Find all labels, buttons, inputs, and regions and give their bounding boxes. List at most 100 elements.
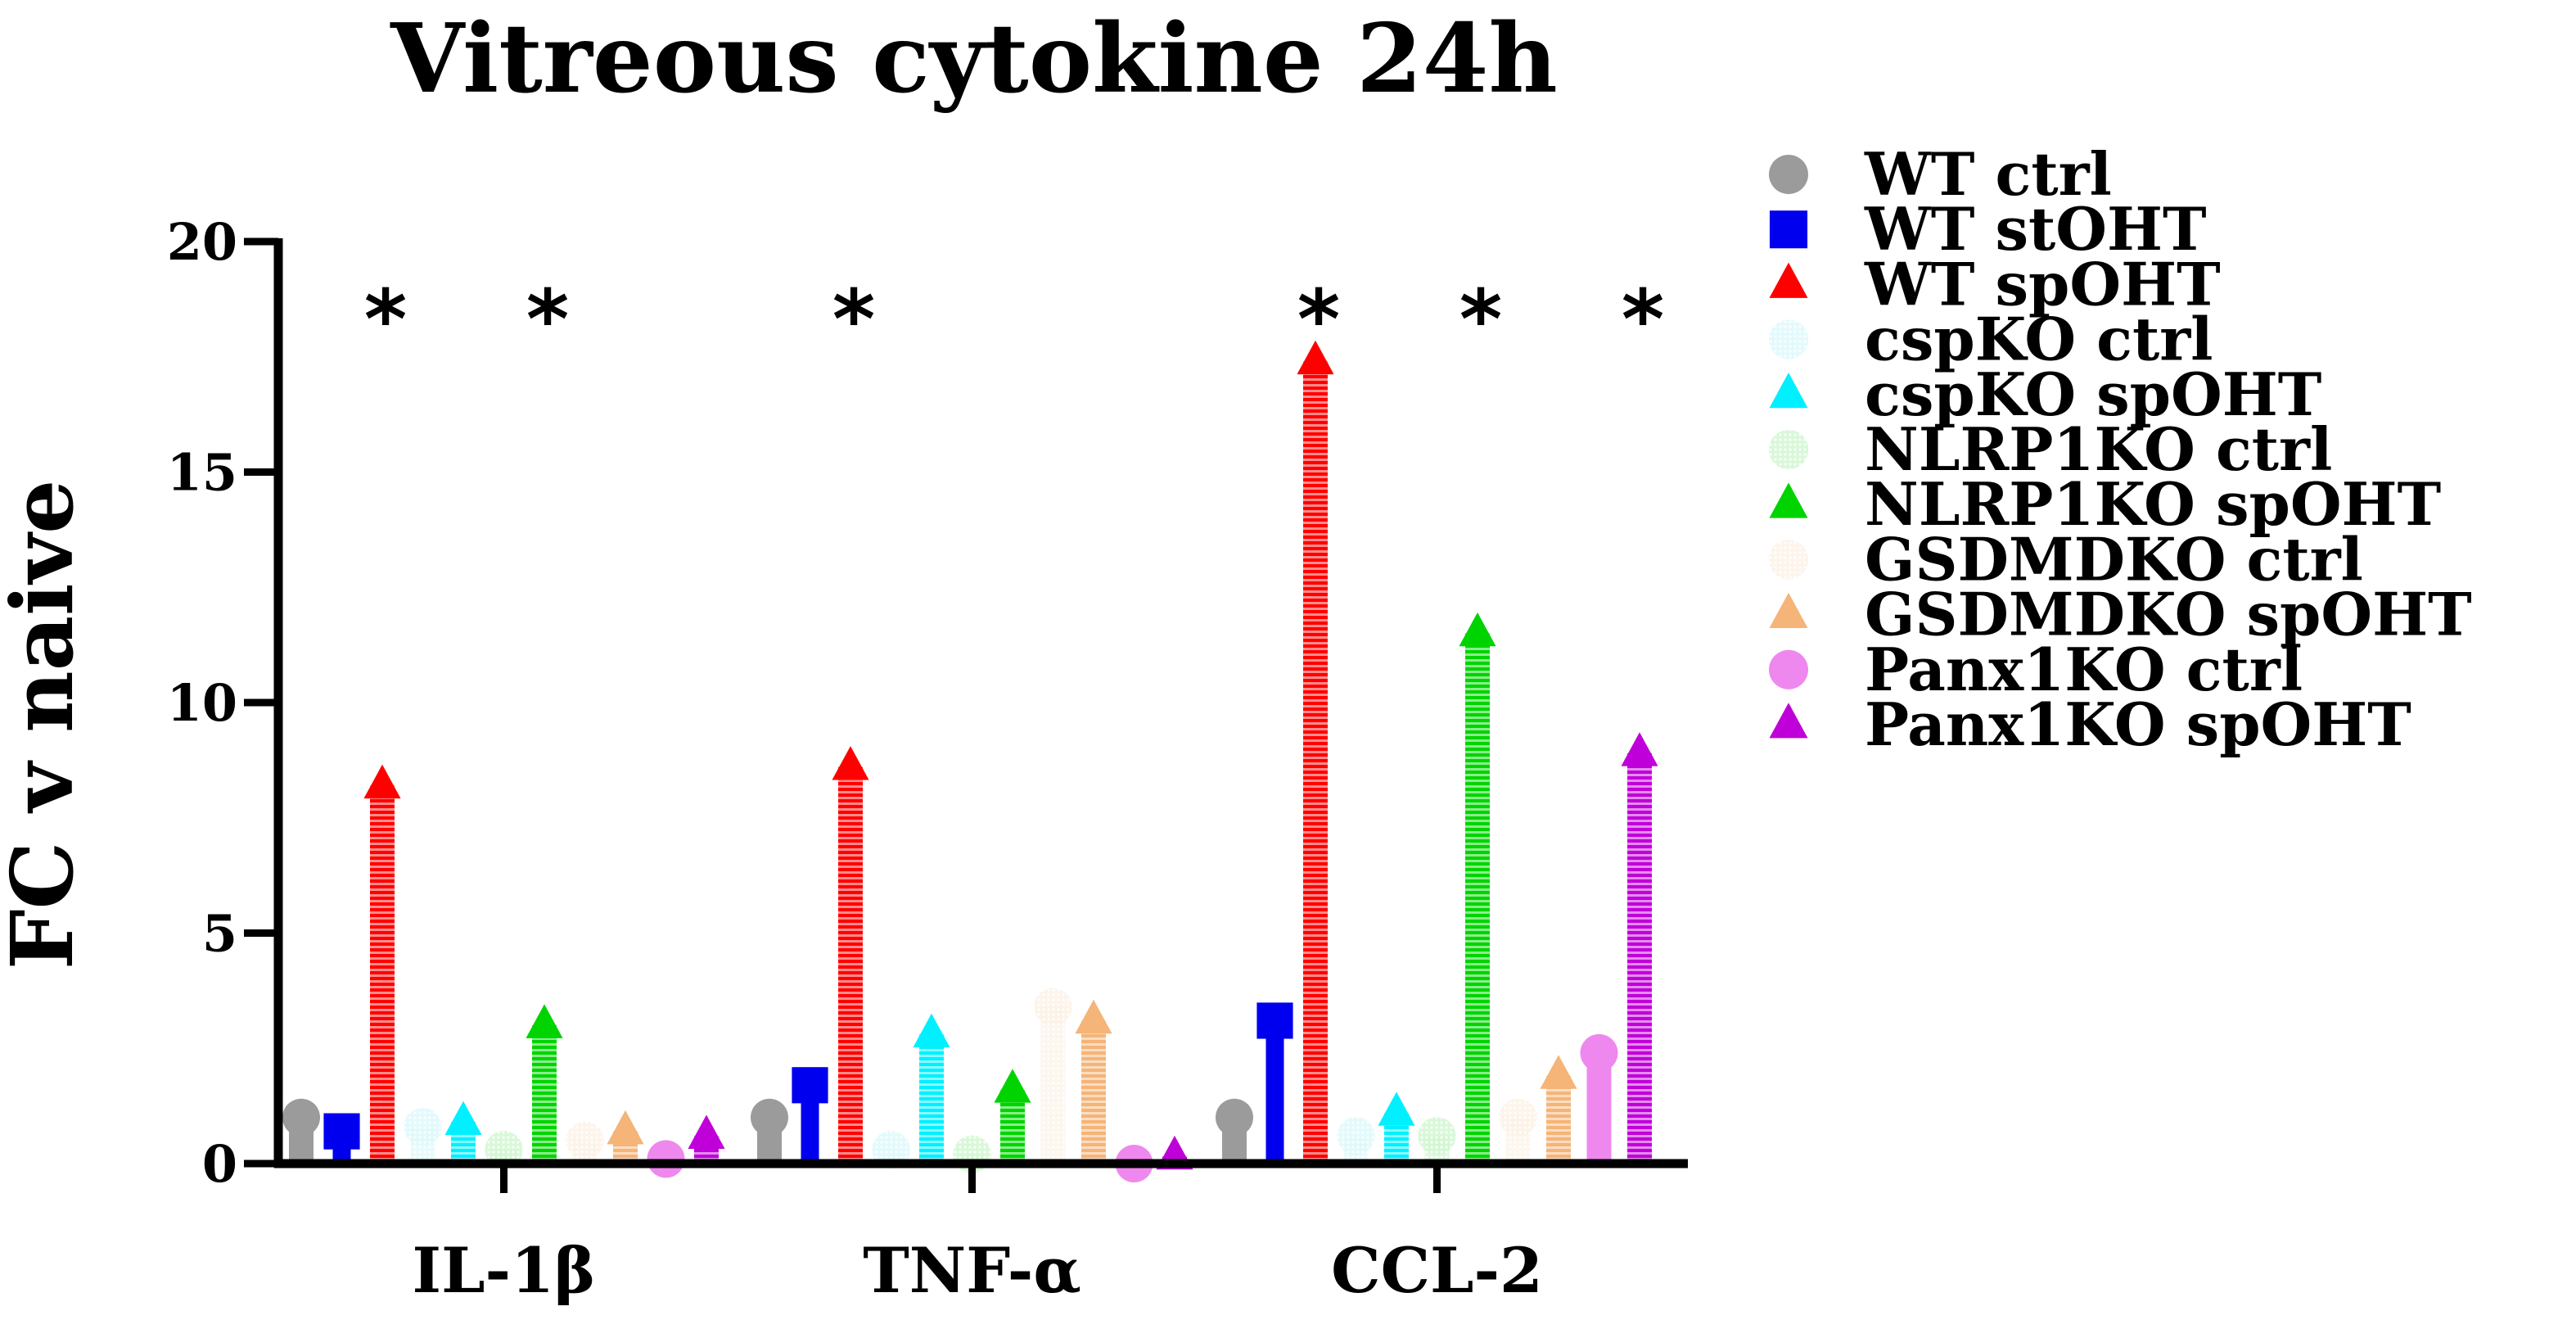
- bar-texture: [1040, 1006, 1066, 1164]
- series-cspko-spoht: [444, 1013, 1415, 1164]
- data-point: [1075, 999, 1112, 1034]
- legend-marker: [1769, 155, 1808, 194]
- y-tick-label: 10: [167, 673, 237, 733]
- data-point-texture: [404, 1107, 442, 1146]
- category-label: TNF-α: [863, 1234, 1081, 1307]
- legend-label: NLRP1KO spOHT: [1865, 469, 2441, 539]
- bar-texture: [838, 766, 863, 1164]
- legend-label: cspKO spOHT: [1865, 359, 2321, 429]
- x-categories: IL-1β TNF-α CCL-2: [413, 1164, 1543, 1307]
- legend-marker: [1769, 649, 1808, 689]
- legend-label: Panx1KO spOHT: [1865, 689, 2411, 759]
- bar-texture: [919, 1034, 944, 1164]
- data-point: [1216, 1098, 1253, 1137]
- data-point: [607, 1110, 644, 1145]
- legend-item: WT stOHT: [1769, 194, 2207, 264]
- legend-item: WT ctrl: [1769, 139, 2112, 209]
- significance-star: *: [832, 272, 875, 368]
- data-point: [526, 1004, 563, 1038]
- bar: [801, 1085, 819, 1164]
- data-point-texture: [566, 1121, 604, 1159]
- legend-marker-texture: [1769, 430, 1808, 469]
- significance-star: *: [1459, 272, 1502, 368]
- data-point: [751, 1098, 788, 1137]
- bar-texture: [532, 1025, 557, 1164]
- legend-label: WT stOHT: [1864, 194, 2207, 264]
- series-wt-stoht: [323, 1002, 1293, 1164]
- y-tick-label: 5: [202, 904, 237, 964]
- data-point: [1256, 1002, 1293, 1039]
- plot-area: [282, 340, 1658, 1182]
- bar-texture: [1627, 753, 1652, 1164]
- legend-marker: [1769, 373, 1808, 409]
- legend-label: GSDMDKO ctrl: [1865, 524, 2363, 594]
- legend-item: cspKO spOHT: [1769, 359, 2321, 429]
- legend-marker: [1769, 262, 1808, 298]
- bar-texture: [1465, 633, 1490, 1164]
- significance-star: *: [1297, 272, 1340, 368]
- significance-star: *: [364, 272, 407, 368]
- series-nlrp1ko-spoht: [526, 612, 1496, 1164]
- data-point-texture: [1499, 1098, 1537, 1137]
- legend-item: GSDMDKO ctrl: [1769, 524, 2363, 594]
- data-point: [832, 746, 869, 780]
- data-point-texture: [1034, 988, 1072, 1026]
- data-point: [1621, 732, 1658, 766]
- legend-label: WT ctrl: [1864, 139, 2112, 209]
- y-tick-label: 15: [167, 443, 237, 503]
- legend-item: Panx1KO ctrl: [1769, 635, 2303, 704]
- data-point: [1378, 1092, 1415, 1126]
- y-tick-label: 0: [202, 1134, 237, 1194]
- data-point: [363, 764, 401, 799]
- data-point: [1540, 1055, 1577, 1089]
- legend-marker-texture: [1769, 319, 1808, 359]
- bar-texture: [370, 785, 395, 1164]
- bar-texture: [1546, 1076, 1571, 1164]
- legend-marker: [1769, 592, 1808, 629]
- data-point: [1459, 612, 1496, 647]
- data-point: [323, 1113, 360, 1150]
- legend-item: NLRP1KO spOHT: [1769, 469, 2441, 539]
- bar-texture: [1081, 1020, 1106, 1164]
- data-point: [994, 1069, 1031, 1103]
- data-point: [913, 1013, 950, 1048]
- series-panx1ko-ctrl: [647, 1033, 1618, 1182]
- chart-title: Vitreous cytokine 24h: [390, 3, 1558, 115]
- series-wt-ctrl: [282, 1098, 1253, 1164]
- data-point: [282, 1098, 320, 1137]
- data-point: [647, 1140, 685, 1178]
- bar-texture: [1303, 361, 1328, 1164]
- category-label: IL-1β: [413, 1234, 596, 1307]
- data-point: [1580, 1033, 1618, 1072]
- y-tick-label: 20: [167, 212, 237, 272]
- legend-item: Panx1KO spOHT: [1769, 689, 2411, 759]
- legend-label: WT spOHT: [1864, 249, 2221, 319]
- legend-item: NLRP1KO ctrl: [1769, 414, 2332, 484]
- y-axis-label: FC v naive: [0, 480, 92, 970]
- significance-markers: * * * * * *: [364, 272, 1664, 368]
- legend-label: GSDMDKO spOHT: [1865, 580, 2472, 649]
- category-label: CCL-2: [1331, 1234, 1543, 1307]
- legend-marker: [1769, 703, 1808, 739]
- legend-marker: [1769, 482, 1808, 518]
- legend-item: cspKO ctrl: [1769, 305, 2213, 374]
- y-ticks: 0 5 10 15 20: [167, 212, 278, 1194]
- legend-label: Panx1KO ctrl: [1865, 635, 2303, 704]
- legend-label: NLRP1KO ctrl: [1865, 414, 2332, 484]
- legend-label: cspKO ctrl: [1865, 305, 2213, 374]
- data-point: [792, 1067, 828, 1104]
- legend-item: WT spOHT: [1769, 249, 2221, 319]
- data-point: [444, 1101, 482, 1136]
- data-point: [1297, 340, 1334, 375]
- legend-item: GSDMDKO spOHT: [1769, 580, 2472, 649]
- significance-star: *: [526, 272, 569, 368]
- significance-star: *: [1622, 272, 1664, 368]
- series-wt-spoht: [363, 340, 1334, 1164]
- series-gsdmdko-spoht: [607, 999, 1577, 1164]
- data-point-texture: [1418, 1117, 1456, 1155]
- legend-marker: [1769, 210, 1808, 249]
- data-point: [688, 1114, 725, 1149]
- bar: [1265, 1020, 1284, 1164]
